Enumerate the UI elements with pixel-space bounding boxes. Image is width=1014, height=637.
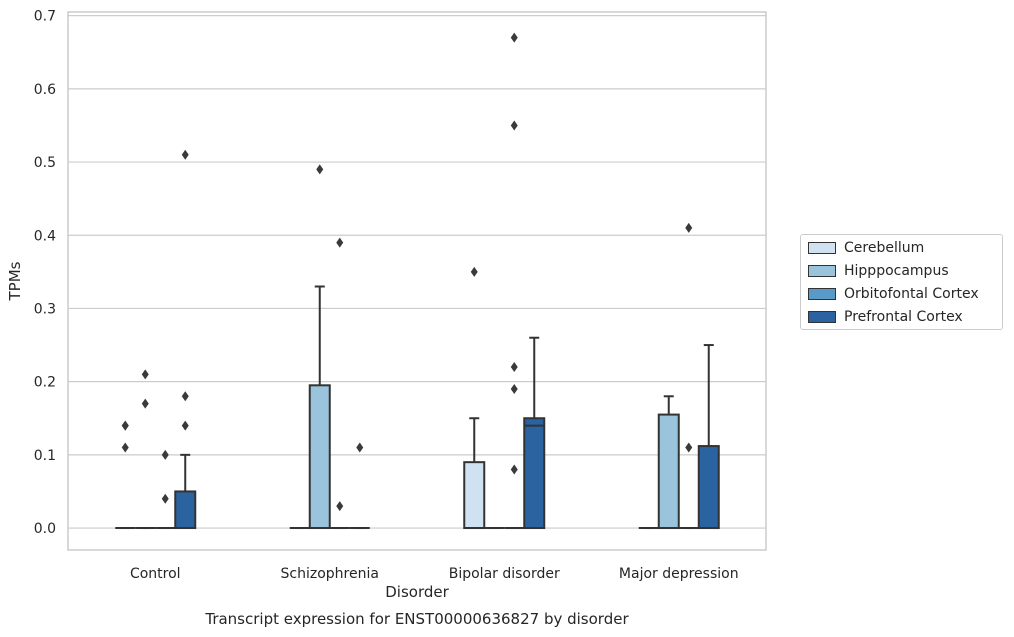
outlier-marker — [181, 149, 189, 160]
legend-label-orbitofrontal: Orbitofontal Cortex — [844, 286, 979, 302]
outlier-marker — [510, 120, 518, 131]
box — [174, 490, 197, 530]
box — [523, 417, 546, 530]
y-tick-label: 0.3 — [34, 301, 56, 317]
y-axis-ticks: 0.0 0.1 0.2 0.3 0.4 0.5 0.6 0.7 — [34, 9, 56, 537]
x-tick-label: Major depression — [619, 566, 739, 582]
outlier-marker — [510, 32, 518, 43]
outlier-marker — [685, 442, 693, 453]
x-tick-label: Schizophrenia — [281, 566, 379, 582]
outlier-marker — [336, 237, 344, 248]
legend-swatch-orbitofrontal — [808, 288, 836, 300]
y-tick-label: 0.5 — [34, 155, 56, 171]
x-axis-ticks: Control Schizophrenia Bipolar disorder Majo… — [130, 566, 739, 582]
legend-item-hippocampus: Hipppocampus — [808, 262, 949, 280]
box — [308, 384, 331, 530]
outlier-marker — [181, 391, 189, 402]
outlier-marker — [510, 383, 518, 394]
box — [463, 461, 486, 530]
x-tick-label: Control — [130, 566, 181, 582]
legend-item-orbitofrontal: Orbitofontal Cortex — [808, 285, 979, 303]
outlier-marker — [161, 449, 169, 460]
outlier-marker — [121, 420, 129, 431]
box-plot-boxes — [115, 285, 720, 530]
x-tick-label: Bipolar disorder — [449, 566, 560, 582]
y-tick-label: 0.6 — [34, 82, 56, 98]
outlier-marker — [685, 222, 693, 233]
y-tick-label: 0.4 — [34, 228, 56, 244]
outlier-marker — [181, 420, 189, 431]
legend-swatch-cerebellum — [808, 242, 836, 254]
outlier-marker — [141, 369, 149, 380]
figure-caption: Transcript expression for ENST0000063682… — [205, 610, 629, 628]
outlier-marker — [161, 493, 169, 504]
y-tick-label: 0.1 — [34, 448, 56, 464]
outlier-marker — [470, 266, 478, 277]
y-tick-label: 0.0 — [34, 521, 56, 537]
outlier-marker — [510, 464, 518, 475]
legend-item-cerebellum: Cerebellum — [808, 239, 924, 257]
box — [697, 445, 720, 530]
legend-item-prefrontal: Prefrontal Cortex — [808, 308, 963, 326]
x-axis-label: Disorder — [385, 583, 449, 601]
plot-frame — [67, 11, 767, 551]
legend-label-cerebellum: Cerebellum — [844, 240, 925, 256]
y-tick-label: 0.2 — [34, 375, 56, 391]
y-tick-label: 0.7 — [34, 9, 56, 25]
legend-swatch-hippocampus — [808, 265, 836, 277]
legend-swatch-prefrontal — [808, 311, 836, 323]
outlier-marker — [356, 442, 364, 453]
legend-label-prefrontal: Prefrontal Cortex — [844, 309, 963, 325]
y-axis-label: TPMs — [6, 261, 24, 301]
outlier-marker — [336, 501, 344, 512]
legend-label-hippocampus: Hipppocampus — [844, 263, 949, 279]
outlier-points — [121, 32, 693, 512]
outlier-marker — [141, 398, 149, 409]
outlier-marker — [510, 362, 518, 373]
box — [657, 413, 680, 530]
legend: Cerebellum Hipppocampus Orbitofontal Cor… — [800, 234, 1003, 330]
outlier-marker — [121, 442, 129, 453]
outlier-marker — [316, 164, 324, 175]
